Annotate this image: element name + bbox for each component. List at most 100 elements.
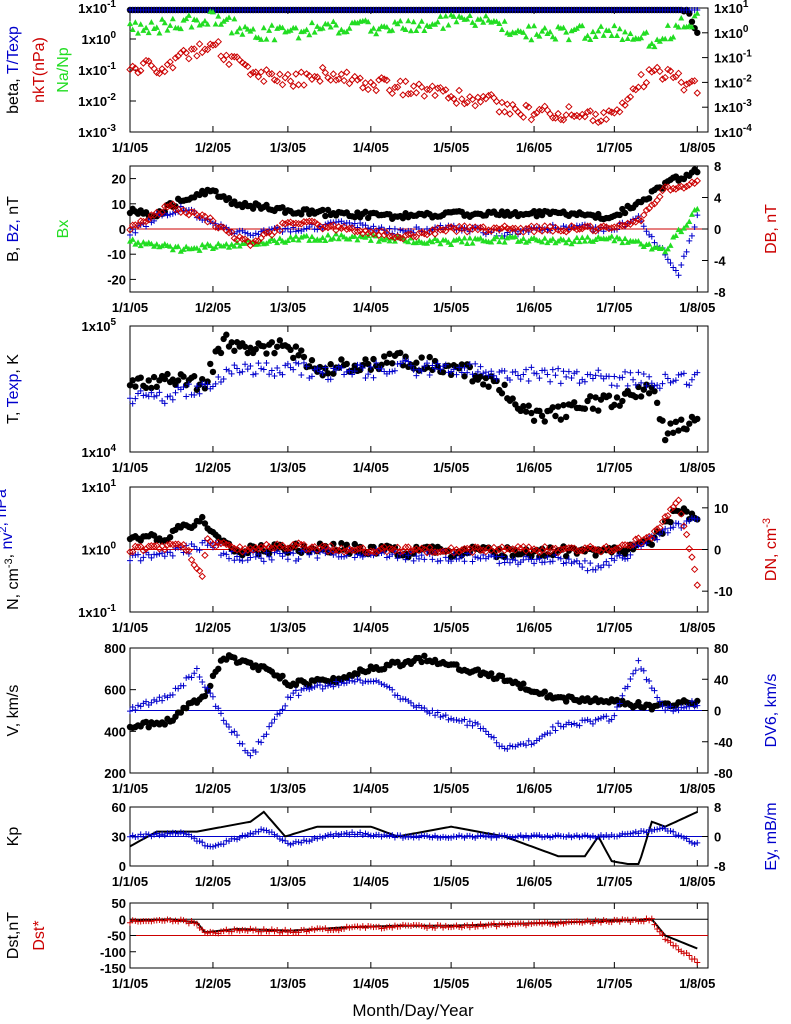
data-point [515, 833, 522, 840]
y-axis-title-part: Kp [5, 827, 22, 847]
data-point [549, 33, 556, 40]
data-point [437, 240, 444, 247]
data-point [346, 367, 353, 374]
data-point [279, 672, 286, 680]
data-point [619, 916, 626, 923]
data-point [341, 831, 348, 838]
data-point [418, 368, 425, 375]
data-point [126, 226, 134, 234]
data-point [608, 716, 615, 723]
data-point [613, 544, 621, 552]
data-point [666, 505, 675, 514]
data-point [477, 832, 484, 839]
data-point [145, 215, 153, 224]
data-point [682, 530, 691, 539]
data-point [541, 731, 548, 738]
data-point [680, 704, 687, 711]
data-point [429, 362, 436, 369]
data-point [619, 374, 626, 381]
data-point [135, 702, 142, 709]
data-point [442, 13, 449, 19]
data-point [290, 550, 297, 557]
y-axis-title-part: Dst,nT [5, 912, 22, 959]
data-point [460, 222, 469, 230]
data-point [423, 85, 431, 94]
data-point [193, 386, 201, 393]
data-point [169, 64, 177, 72]
data-point [597, 564, 604, 571]
data-point [694, 702, 701, 709]
data-point [664, 430, 672, 437]
x-tick-label: 1/3/05 [270, 976, 306, 991]
data-point [536, 919, 543, 926]
data-point [214, 37, 223, 46]
data-point [333, 22, 340, 28]
data-point [343, 28, 350, 35]
data-point [579, 22, 586, 29]
data-point [648, 68, 656, 76]
data-point [252, 553, 259, 560]
data-point [195, 212, 204, 221]
data-point [482, 374, 490, 382]
data-point [396, 548, 404, 556]
x-tick-label: 1/1/05 [112, 300, 148, 315]
data-point [645, 390, 653, 397]
data-point [161, 917, 168, 924]
data-point [442, 922, 449, 929]
data-point [664, 704, 671, 711]
data-point [169, 552, 176, 559]
data-point [469, 371, 476, 378]
data-point [659, 825, 666, 832]
x-tick-label: 1/6/05 [516, 140, 552, 155]
data-point [565, 36, 572, 43]
y-tick-label: 10 [112, 197, 126, 212]
data-point [316, 682, 323, 689]
data-point [474, 720, 481, 727]
data-point [506, 559, 513, 566]
data-point [252, 230, 259, 237]
data-point [504, 745, 511, 752]
data-point [367, 237, 374, 243]
data-point [469, 378, 476, 385]
data-point [151, 393, 158, 400]
data-point [127, 20, 133, 27]
data-point [172, 917, 179, 924]
data-point [153, 241, 160, 247]
data-point [316, 833, 323, 840]
data-point [418, 354, 425, 361]
data-point [477, 235, 484, 241]
data-point [667, 420, 674, 427]
data-point [413, 27, 420, 34]
data-point [127, 557, 133, 564]
data-point [694, 959, 701, 966]
data-point [373, 227, 380, 234]
data-point [643, 29, 650, 35]
data-point [421, 556, 428, 563]
data-point [164, 212, 171, 219]
data-point [528, 556, 535, 563]
data-point [322, 364, 329, 371]
data-point [686, 703, 693, 710]
data-point [584, 832, 591, 839]
data-point [664, 529, 671, 536]
data-point [303, 206, 310, 213]
y-tick-label: 800 [104, 641, 126, 656]
data-point [622, 235, 629, 242]
data-point [674, 69, 683, 78]
data-point [464, 722, 471, 729]
panel-dst: 1/1/05 1/2/05 1/3/05 1/4/05 1/5/05 1/6/05 1/7/… [5, 896, 715, 991]
data-point [284, 929, 291, 936]
x-tick-label: 1/2/05 [195, 300, 231, 315]
y-tick-exponent: 5 [110, 317, 116, 328]
data-point [515, 742, 522, 749]
data-point [161, 400, 168, 407]
data-point [472, 360, 479, 367]
data-point [383, 359, 391, 366]
data-point [576, 560, 583, 567]
data-point [330, 365, 337, 372]
data-point [172, 829, 179, 836]
data-point [290, 690, 297, 697]
data-point [686, 952, 693, 959]
data-point [402, 556, 409, 563]
data-point [407, 547, 415, 555]
